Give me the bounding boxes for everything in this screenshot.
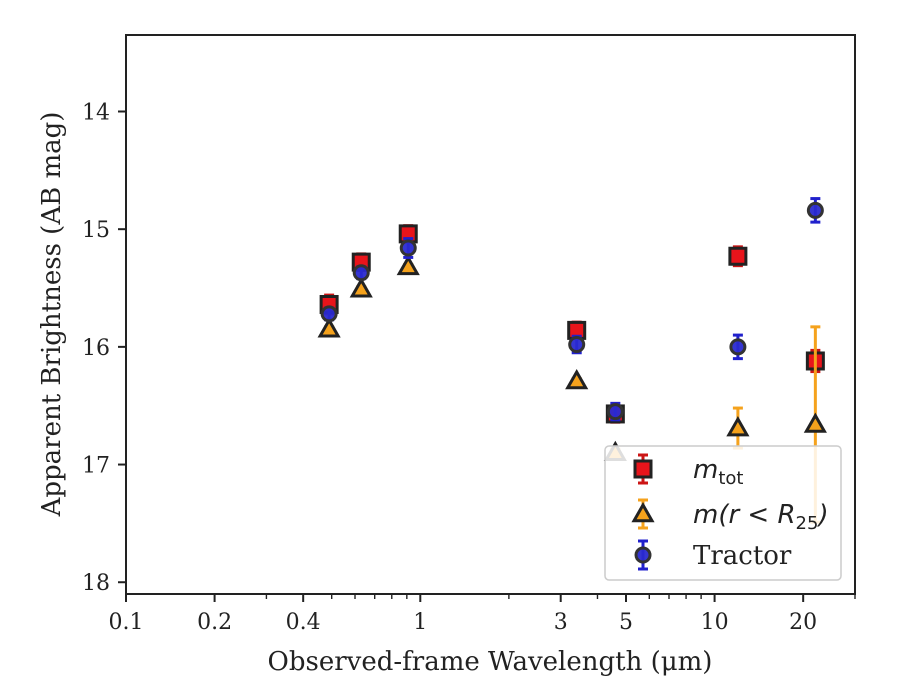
y-tick-label: 16 (82, 336, 110, 361)
legend-label-mtot: mtot (693, 455, 743, 489)
point-tractor (806, 201, 824, 219)
point-tractor (352, 264, 370, 282)
x-tick-label: 0.1 (109, 610, 144, 635)
legend-label-m-r25: m(r < R25) (693, 500, 829, 534)
legend-label-subscript: 25 (796, 513, 819, 534)
legend-label-tractor: Tractor (693, 541, 792, 571)
series-tractor (320, 197, 824, 422)
legend: mtot m(r < R25) Tractor (604, 445, 842, 581)
point-tractor (568, 336, 586, 354)
y-tick-label: 15 (82, 218, 110, 243)
x-axis-label: Observed-frame Wavelength (μm) (268, 647, 713, 677)
point-tractor (399, 239, 417, 257)
y-axis-label: Apparent Brightness (AB mag) (37, 112, 67, 518)
legend-label-main: m(r < R (693, 500, 796, 530)
x-tick-label: 0.4 (286, 610, 321, 635)
x-tick-label: 10 (701, 610, 729, 635)
point-m-r25 (803, 412, 827, 433)
legend-marker-tractor (634, 546, 652, 564)
data-marks (317, 197, 827, 524)
point-m-r25 (726, 416, 750, 437)
point-m-r25 (349, 277, 373, 298)
y-axis-ticks: 14 15 16 17 18 (82, 100, 126, 596)
x-tick-label: 0.2 (197, 610, 232, 635)
x-tick-label: 3 (554, 610, 568, 635)
point-tractor (320, 305, 338, 323)
legend-label-main: m (693, 455, 718, 485)
legend-marker-m-r25 (631, 501, 655, 523)
point-m-r25 (396, 254, 420, 276)
x-tick-label: 1 (413, 610, 427, 635)
x-axis-ticks: 0.1 0.2 0.4 1 3 5 10 20 (109, 594, 856, 635)
y-tick-label: 18 (82, 571, 110, 596)
x-tick-label: 5 (619, 610, 633, 635)
legend-label-tail: ) (816, 500, 828, 530)
point-mtot (728, 246, 748, 266)
plot-frame (125, 34, 856, 595)
point-tractor (729, 338, 747, 356)
point-m-r25 (317, 317, 341, 338)
legend-label-subscript: tot (718, 468, 743, 489)
series-mtot (319, 224, 825, 424)
x-tick-label: 20 (789, 610, 817, 635)
legend-marker-mtot (633, 459, 653, 479)
y-tick-label: 17 (82, 454, 110, 479)
y-tick-label: 14 (82, 100, 110, 125)
legend-box (604, 445, 842, 581)
point-m-r25 (565, 368, 589, 390)
point-tractor (606, 403, 624, 421)
